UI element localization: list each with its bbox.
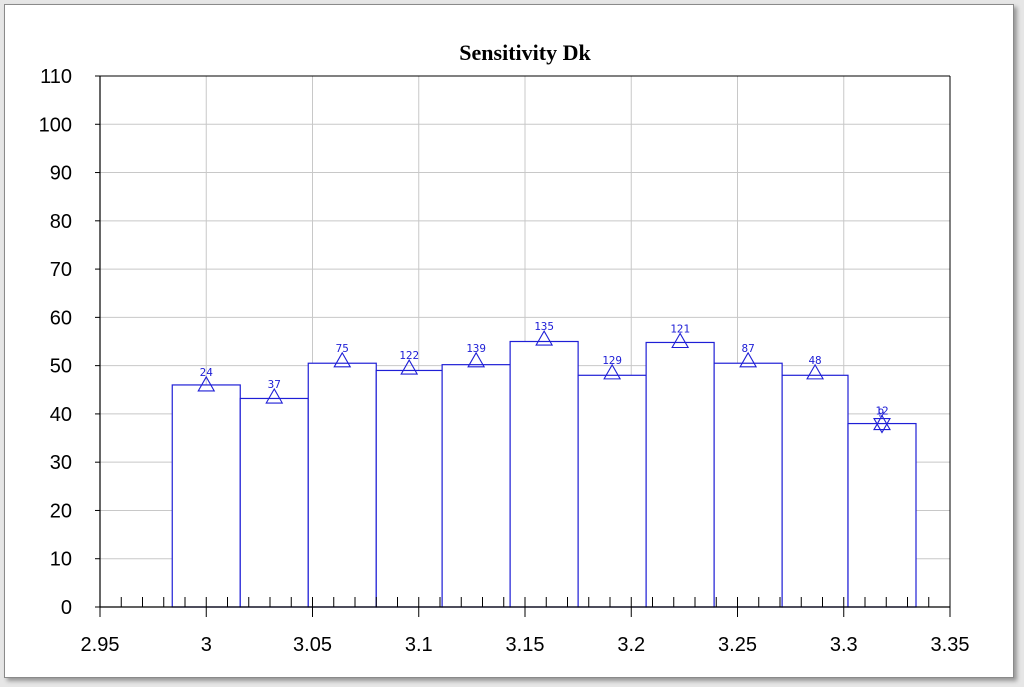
x-tick-label: 3 [201,634,212,656]
histogram-bar [307,362,377,608]
x-tick-labels: 2.95 3 3.05 3.1 3.15 3.2 3.25 3.3 3.35 [81,634,970,656]
data-label: 121 [670,323,690,336]
triangle-marker [603,363,622,380]
y-tick-label: 70 [50,259,72,281]
histogram-bar [781,374,849,608]
data-label: 9 [878,407,885,420]
data-label: 24 [200,366,214,379]
histogram-bar [645,341,715,608]
triangle-marker [873,414,891,431]
x-tick-label: 3.25 [718,634,757,656]
data-label: 139 [466,342,486,355]
y-tick-label: 10 [50,549,72,571]
y-tick-label: 110 [40,66,72,88]
y-tick-label: 60 [50,307,72,329]
triangle-marker [739,351,758,368]
data-label: 12 [875,405,888,418]
y-tick-label: 0 [61,597,72,619]
x-tick-label: 3.1 [405,634,433,656]
data-label: 122 [399,349,419,362]
x-tick-label: 3.15 [506,634,545,656]
y-tick-label: 90 [50,163,72,185]
triangle-marker [671,332,690,349]
histogram-bar [239,397,309,608]
y-tick-label: 20 [50,500,72,522]
y-tick-label: 30 [50,452,72,474]
x-tick-label: 2.95 [81,634,120,656]
y-tick-label: 50 [50,356,72,378]
y-tick-label: 100 [39,114,72,136]
axes-group [95,75,951,617]
y-tick-label: 40 [50,404,72,426]
data-label: 75 [336,342,349,355]
data-label: 129 [602,354,622,367]
histogram-bar [713,362,783,608]
y-tick-labels: 0 10 20 30 40 50 60 70 80 90 100 110 [39,66,72,619]
data-label: 135 [534,320,554,333]
x-tick-label: 3.05 [293,634,332,656]
triangle-marker-down [873,418,891,434]
histogram-bar [847,422,917,608]
triangle-marker [535,329,554,346]
histogram-bar [509,340,579,608]
x-tick-label: 3.3 [830,634,858,656]
triangle-marker [265,387,284,404]
bars-group [171,340,917,608]
histogram-bar [441,364,511,608]
triangle-marker [467,351,486,368]
triangle-marker [333,351,352,368]
histogram-bar [577,374,647,608]
triangle-marker [400,358,419,375]
triangle-marker [197,375,216,392]
markers-group: 24 37 75 122 139 135 129 121 87 48 129 [197,320,891,434]
histogram-bar [171,384,241,608]
x-tick-label: 3.2 [617,634,645,656]
data-label: 87 [742,342,755,355]
chart-title: Sensitivity Dk [459,40,591,65]
data-label: 48 [808,354,821,367]
histogram-bar [375,369,443,608]
y-tick-label: 80 [50,211,72,233]
triangle-marker [806,363,825,380]
x-tick-label: 3.35 [931,634,970,656]
data-label: 37 [268,378,281,391]
